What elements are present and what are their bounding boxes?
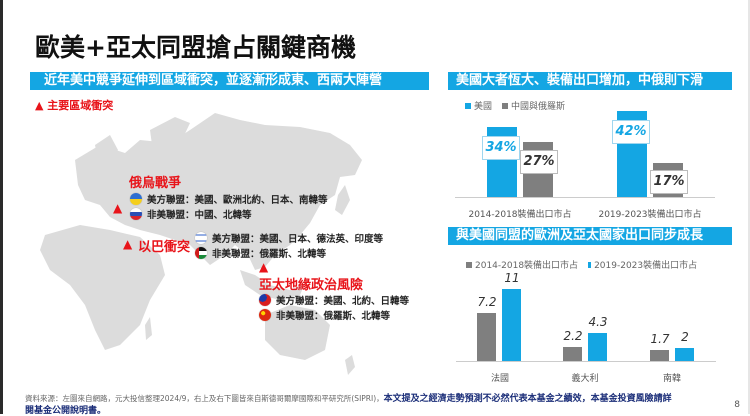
category-label: 2014-2018裝備出口市占 [468,210,572,220]
conflict-marker-icon: ▲ [123,237,133,251]
right-border [748,0,750,414]
non-us-ally-text: 非美聯盟：中國、北韓等 [147,210,252,221]
conflict-marker-icon: ▲ [259,260,269,274]
conflict-title-russia-ukraine: 俄烏戰爭 [129,176,182,191]
chart2-title: 與美國同盟的歐洲及亞太國家出口同步成長 [448,227,732,245]
value-label: 1.7 [650,332,670,346]
us-ally-text: 美方聯盟：美國、歐洲北約、日本、南韓等 [147,195,328,206]
bar-italy-2019 [588,333,607,361]
source-text: 資料來源：左圖來自網路，元大投信整理2024/9，右上及右下圖皆來自斯德哥爾摩國… [25,394,384,403]
russia-flag-icon [130,208,142,220]
value-label: 34% [482,136,520,160]
chart1-axis [455,197,715,198]
page-title: 歐美+亞太同盟搶占關鍵商機 [35,33,356,62]
non-us-ally-row: 非美聯盟：俄羅斯、北韓等 [259,308,390,322]
conflict-title-israel-palestine: 以巴衝突 [138,240,191,255]
value-label: 27% [520,150,558,174]
chart2-axis [456,361,716,362]
disclaimer-text: 本文提及之經濟走勢預測不必然代表本基金之績效，本基金投資風險請詳 [383,394,672,404]
chart2-legend: 2014-2018裝備出口市占 2019-2023裝備出口市占 [466,258,697,271]
legend-item-china-russia: 中國與俄羅斯 [502,99,565,112]
china-flag-icon [259,309,271,321]
non-us-ally-text: 非美聯盟：俄羅斯、北韓等 [212,249,327,260]
bar-korea-2014 [650,350,669,361]
israel-flag-icon [195,232,207,244]
conflict-marker-icon: ▲ [113,201,123,215]
bar-italy-2014 [563,347,582,361]
legend-item-us: 美國 [465,99,492,112]
footer-source: 資料來源：左圖來自網路，元大投信整理2024/9，右上及右下圖皆來自斯德哥爾摩國… [25,391,672,404]
value-label: 7.2 [477,295,497,309]
non-us-ally-text: 非美聯盟：俄羅斯、北韓等 [276,311,391,322]
taiwan-flag-icon [259,294,271,306]
us-ally-row: 美方聯盟：美國、歐洲北約、日本、南韓等 [130,192,328,206]
value-label: 11 [504,271,520,285]
world-map [40,113,362,375]
non-us-ally-row: 非美聯盟：俄羅斯、北韓等 [195,246,326,260]
category-label: 法國 [490,374,509,384]
left-banner: 近年美中競爭延伸到區域衝突，並逐漸形成東、西兩大陣營 [30,72,429,90]
value-label: 2.2 [563,329,583,343]
palestine-flag-icon [195,247,207,259]
value-label: 4.3 [588,315,608,329]
value-label: 42% [612,120,650,144]
value-label: 2 [681,330,689,344]
category-label: 義大利 [571,374,599,384]
us-ally-text: 美方聯盟：美國、日本、德法英、印度等 [212,234,384,245]
page-number: 8 [734,400,740,410]
chart1-title: 美國大者恆大、裝備出口增加，中俄則下滑 [448,72,732,90]
us-ally-text: 美方聯盟：美國、北約、日韓等 [276,296,410,307]
conflict-legend: ▲ 主要區域衝突 [35,99,114,112]
left-border [0,0,3,414]
us-ally-row: 美方聯盟：美國、北約、日韓等 [259,293,409,307]
non-us-ally-row: 非美聯盟：中國、北韓等 [130,207,252,221]
us-ally-row: 美方聯盟：美國、日本、德法英、印度等 [195,231,383,245]
disclaimer-continued: 閱基金公開說明書。 [25,406,107,416]
value-label: 17% [650,170,688,194]
chart1-legend: 美國 中國與俄羅斯 [465,99,565,112]
legend-item-2019: 2019-2023裝備出口市占 [588,258,697,271]
ukraine-flag-icon [130,193,142,205]
bar-korea-2019 [675,348,694,361]
bar-france-2019 [502,289,521,361]
conflict-title-asia-pacific: 亞太地緣政治風險 [259,278,364,293]
legend-item-2014: 2014-2018裝備出口市占 [466,258,578,271]
bar-france-2014 [477,313,496,361]
category-label: 南韓 [662,374,681,384]
category-label: 2019-2023裝備出口市占 [598,210,702,220]
